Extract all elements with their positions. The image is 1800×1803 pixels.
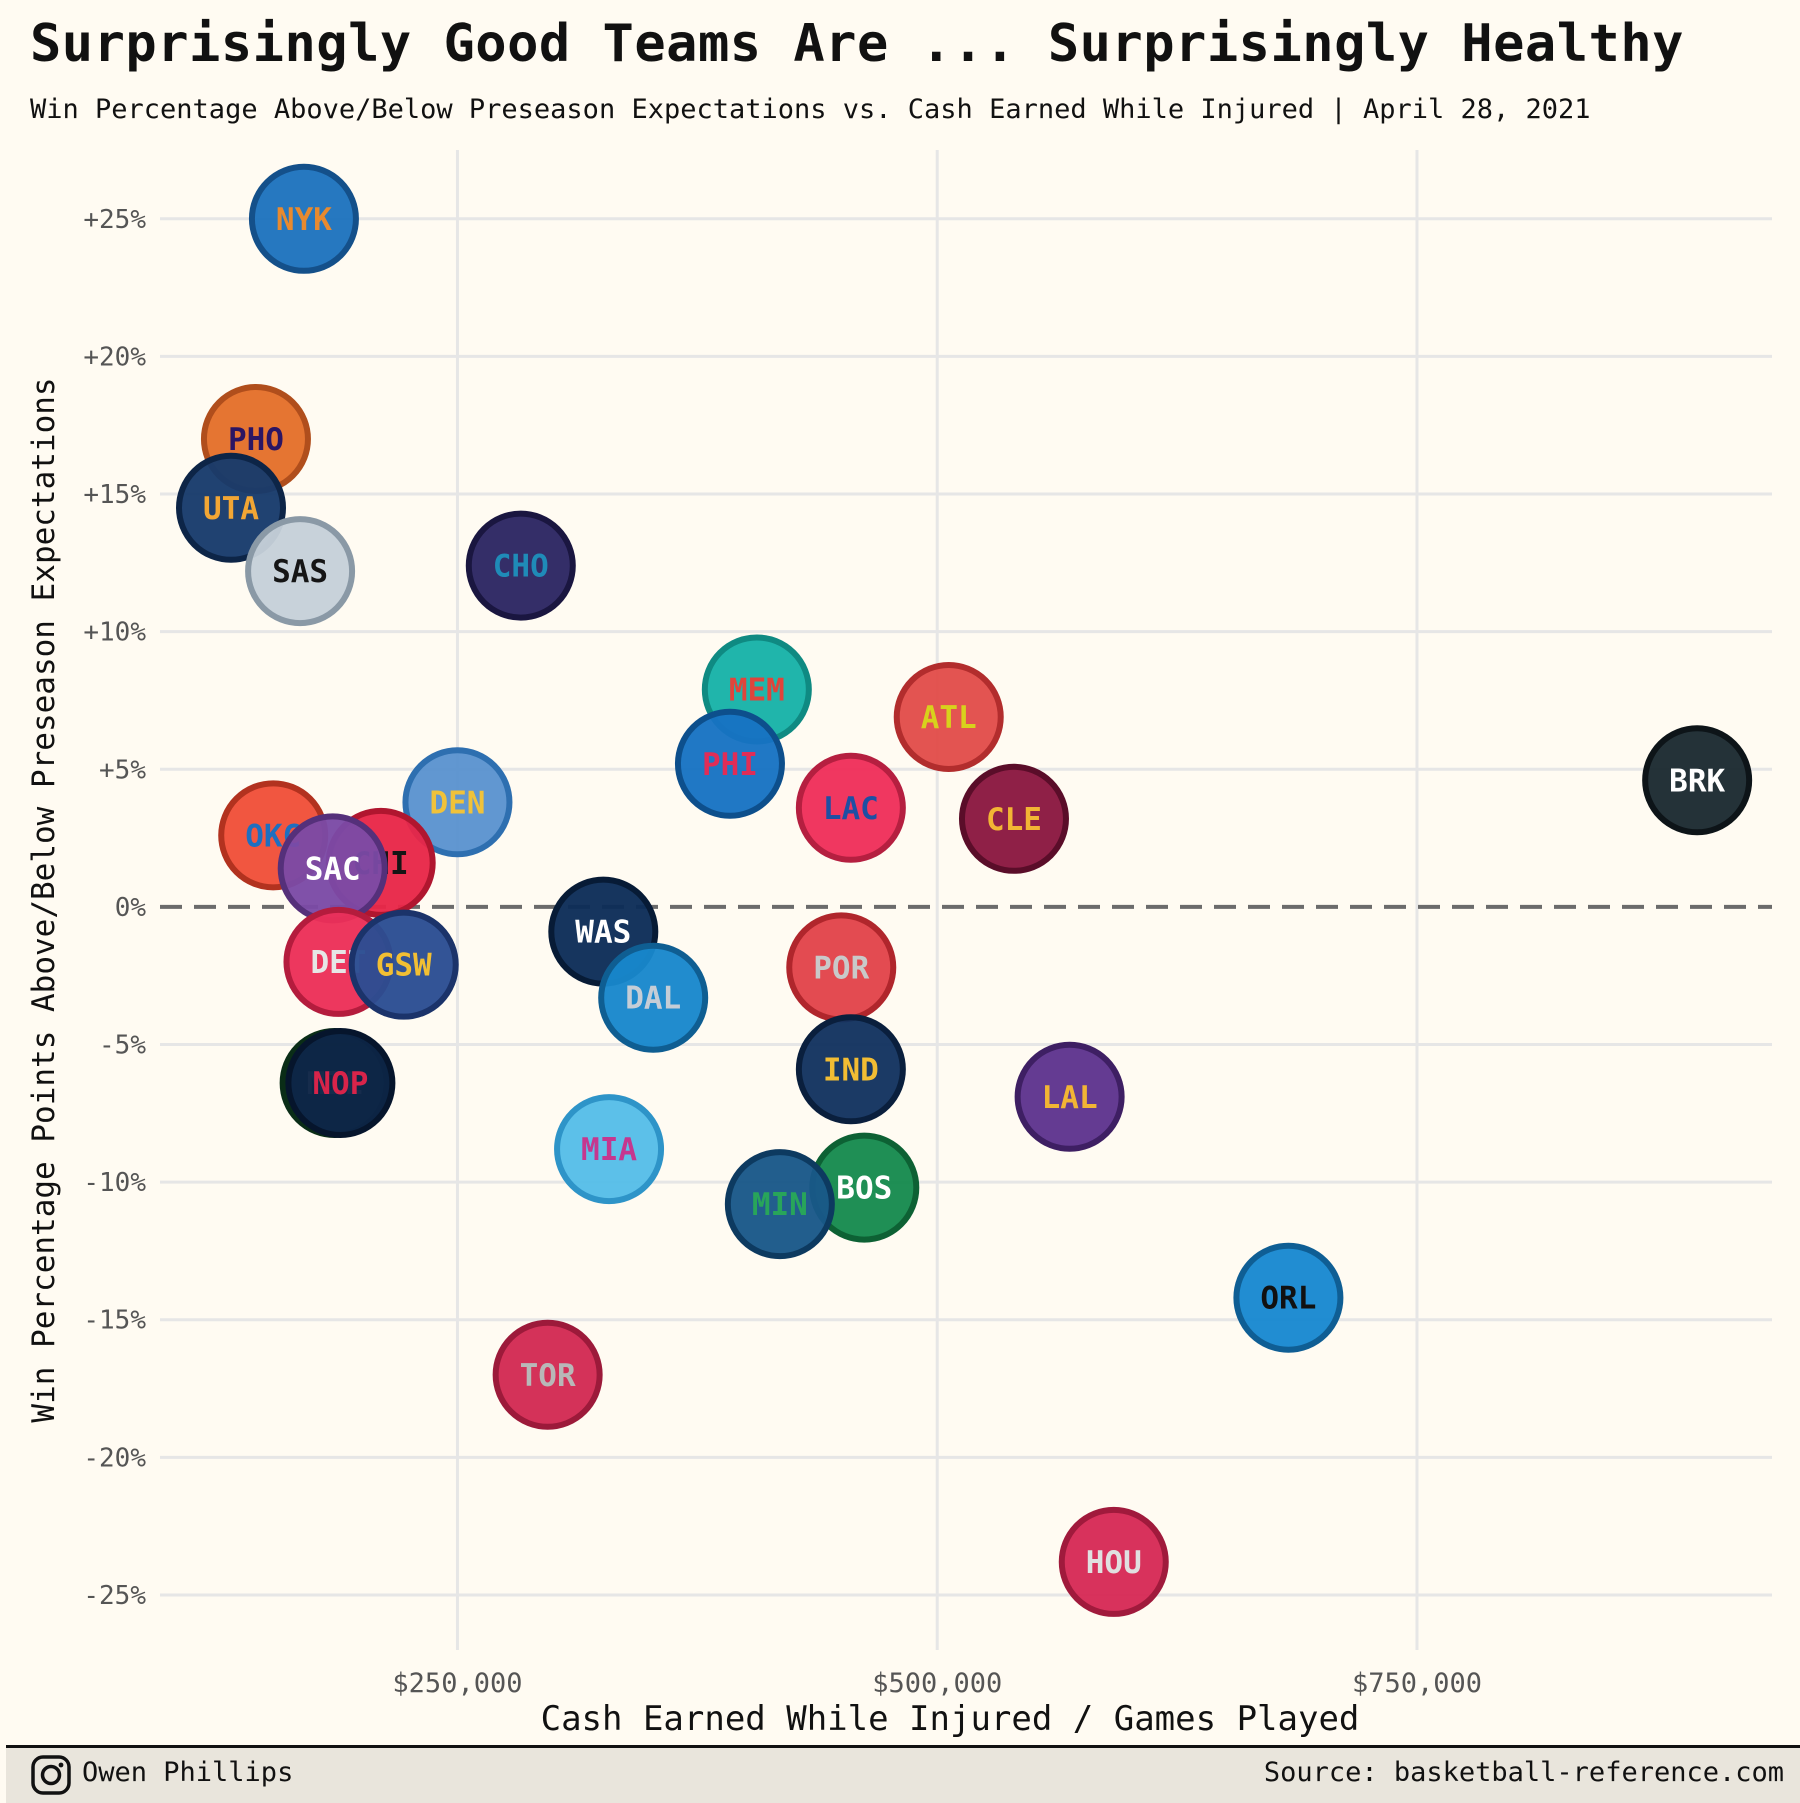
y-tick-label: -5% (99, 1030, 146, 1060)
y-tick-label: +15% (83, 480, 146, 510)
team-label: DAL (625, 981, 681, 1017)
y-axis-label: Win Percentage Points Above/Below Presea… (26, 377, 62, 1422)
team-point-sas: SAS (245, 516, 356, 627)
team-point-lal: LAL (1014, 1041, 1125, 1152)
team-marker (958, 763, 1069, 874)
footer-source: Source: basketball-reference.com (1263, 1757, 1784, 1788)
team-label: SAC (305, 851, 361, 887)
team-label: CLE (986, 802, 1042, 838)
team-label: BRK (1669, 763, 1725, 799)
team-marker (285, 1028, 396, 1139)
y-tick-label: +5% (99, 755, 146, 785)
scatter-plot: +25% +20% +15% +10% +5% 0% -5% -10% -15% -20% -25%… (26, 150, 1772, 1739)
team-marker (724, 1149, 835, 1260)
x-tick-label: $750,000 (1352, 1668, 1482, 1699)
y-tick-label: -10% (83, 1168, 146, 1198)
team-point-ind: IND (795, 1014, 906, 1125)
y-tick-label: 0% (115, 893, 147, 923)
team-point-nop: NOP (285, 1028, 396, 1139)
team-label: ORL (1260, 1281, 1316, 1317)
team-marker (554, 1094, 665, 1205)
team-label: DEN (429, 785, 485, 821)
team-point-atl: ATL (893, 661, 1004, 772)
team-points: NYKPHOUTASASCHOMEMATLPHIBRKLACDENCLEOKCC… (176, 163, 1753, 1617)
team-marker (348, 909, 459, 1020)
footer: Owen Phillips Source: basketball-referen… (6, 1745, 1800, 1803)
team-marker (492, 1319, 603, 1430)
team-point-sac: SAC (277, 813, 388, 924)
team-marker (465, 510, 576, 621)
chart-title: Surprisingly Good Teams Are ... Surprisi… (30, 14, 1684, 74)
team-label: PHI (702, 747, 758, 783)
team-marker (893, 661, 1004, 772)
team-marker (795, 1014, 906, 1125)
y-tick-label: +10% (83, 618, 146, 648)
team-label: UTA (203, 491, 259, 527)
team-point-hou: HOU (1058, 1506, 1169, 1617)
y-tick-label: -15% (83, 1306, 146, 1336)
team-label: ATL (921, 700, 977, 736)
team-point-lac: LAC (795, 752, 906, 863)
team-label: MIA (581, 1132, 637, 1168)
team-label: PHO (228, 422, 284, 458)
team-label: IND (823, 1052, 879, 1088)
team-point-dal: DAL (598, 942, 709, 1053)
instagram-icon (31, 1755, 71, 1795)
team-label: SAS (272, 554, 328, 590)
team-marker (1233, 1242, 1344, 1353)
team-marker (795, 752, 906, 863)
team-label: TOR (520, 1358, 576, 1394)
team-label: MEM (729, 672, 785, 708)
y-tick-label: -20% (83, 1443, 146, 1473)
team-marker (402, 747, 513, 858)
team-label: WAS (575, 915, 631, 951)
team-point-gsw: GSW (348, 909, 459, 1020)
team-marker (1014, 1041, 1125, 1152)
team-marker (598, 942, 709, 1053)
team-point-mia: MIA (554, 1094, 665, 1205)
team-point-min: MIN (724, 1149, 835, 1260)
team-marker (248, 163, 359, 274)
x-tick-label: $500,000 (872, 1668, 1002, 1699)
team-marker (1058, 1506, 1169, 1617)
footer-author: Owen Phillips (82, 1757, 294, 1788)
team-point-brk: BRK (1642, 725, 1753, 836)
team-point-cle: CLE (958, 763, 1069, 874)
y-axis-ticks: +25% +20% +15% +10% +5% 0% -5% -10% -15% -20% -25% (83, 205, 146, 1611)
team-label: NYK (276, 202, 332, 238)
team-point-uta: UTA (176, 452, 287, 563)
team-label: POR (813, 950, 869, 986)
x-axis-ticks: $250,000 $500,000 $750,000 (392, 1668, 1482, 1699)
team-point-den: DEN (402, 747, 513, 858)
x-axis-label: Cash Earned While Injured / Games Played (541, 1699, 1360, 1739)
team-point-phi: PHI (674, 708, 785, 819)
team-label: HOU (1086, 1545, 1142, 1581)
team-point-mem: MEM (701, 634, 812, 745)
y-tick-label: +25% (83, 205, 146, 235)
x-tick-label: $250,000 (392, 1668, 522, 1699)
team-label: MIN (752, 1187, 808, 1223)
team-label: CHO (493, 549, 549, 585)
team-marker (245, 516, 356, 627)
team-point-por: POR (786, 912, 897, 1023)
team-point-cho: CHO (465, 510, 576, 621)
team-label: BOS (836, 1171, 892, 1207)
team-label: LAC (823, 791, 879, 827)
y-tick-label: +20% (83, 342, 146, 372)
team-label: GSW (376, 948, 432, 984)
y-tick-label: -25% (83, 1581, 146, 1611)
team-point-tor: TOR (492, 1319, 603, 1430)
team-marker (176, 452, 287, 563)
team-marker (1642, 725, 1753, 836)
team-label: LAL (1042, 1080, 1098, 1116)
team-point-orl: ORL (1233, 1242, 1344, 1353)
team-marker (674, 708, 785, 819)
team-point-nyk: NYK (248, 163, 359, 274)
chart-subtitle: Win Percentage Above/Below Preseason Exp… (30, 94, 1591, 125)
team-label: NOP (312, 1066, 368, 1102)
